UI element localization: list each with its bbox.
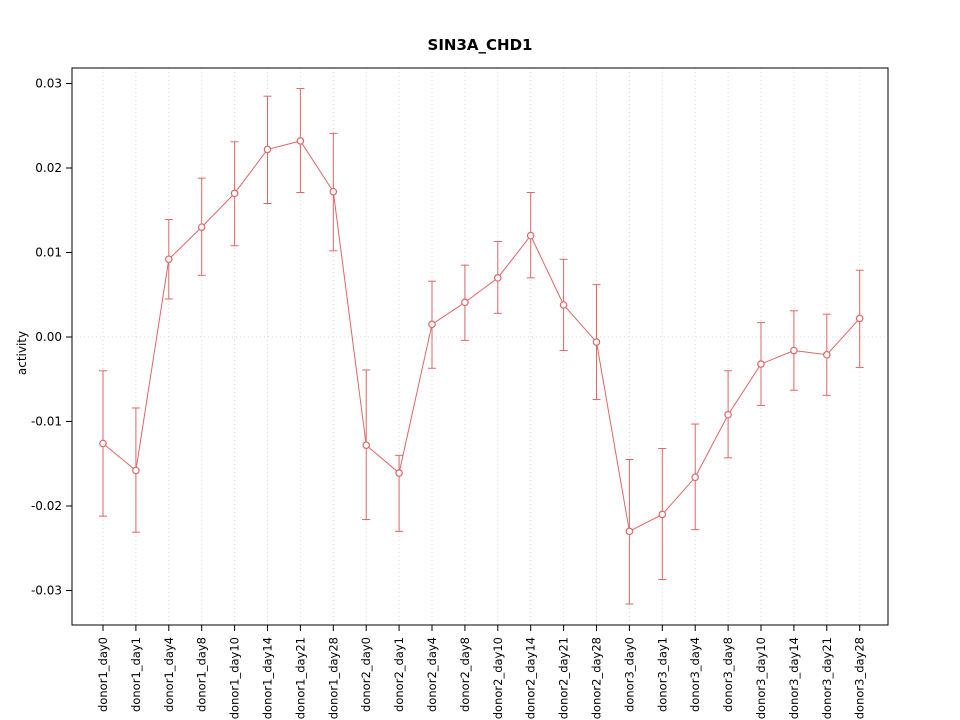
data-point (625, 527, 634, 536)
x-tick-label: donor3_day21 (820, 637, 834, 719)
x-tick-label: donor3_day0 (622, 637, 636, 712)
x-tick-label: donor3_day1 (655, 637, 669, 712)
data-point (658, 510, 667, 519)
data-point (296, 137, 305, 145)
data-point (99, 439, 107, 448)
data-point (592, 338, 601, 346)
data-point (329, 187, 338, 196)
chart-title: SIN3A_CHD1 (427, 36, 533, 54)
y-tick-label: 0.00 (35, 330, 62, 344)
data-point (790, 346, 798, 355)
data-point (559, 301, 568, 309)
data-point (362, 441, 371, 449)
x-tick-label: donor2_day10 (491, 637, 505, 719)
y-tick-label: 0.02 (35, 161, 62, 175)
plot-box (71, 67, 889, 626)
data-point (855, 314, 864, 323)
data-point (526, 231, 535, 240)
x-tick-label: donor1_day8 (195, 637, 209, 712)
x-tick-label: donor2_day21 (557, 637, 571, 719)
data-point (395, 469, 403, 477)
x-tick-label: donor1_day10 (228, 637, 242, 719)
x-tick-label: donor2_day8 (458, 637, 472, 712)
x-tick-label: donor1_day4 (162, 637, 176, 712)
x-tick-label: donor2_day0 (359, 637, 373, 712)
y-tick-label: -0.02 (31, 499, 62, 513)
y-tick-label: -0.01 (31, 415, 62, 429)
y-tick-label: 0.03 (35, 77, 62, 91)
series-line (102, 140, 861, 533)
data-point (132, 466, 140, 475)
x-tick-label: donor1_day21 (293, 637, 307, 719)
x-tick-label: donor3_day8 (721, 637, 735, 712)
x-tick-label: donor1_day14 (261, 637, 275, 719)
x-tick-label: donor3_day4 (688, 637, 702, 712)
x-tick-label: donor1_day28 (326, 637, 340, 719)
data-point (757, 360, 765, 368)
x-tick-label: donor2_day14 (524, 637, 538, 719)
data-point (493, 274, 502, 282)
data-point (822, 350, 831, 359)
x-tick-label: donor3_day10 (754, 637, 768, 719)
y-tick-label: -0.03 (31, 584, 62, 598)
data-point (230, 189, 239, 198)
data-point (263, 145, 272, 154)
data-point (724, 410, 732, 419)
x-tick-label: donor1_day0 (96, 637, 110, 712)
x-tick-label: donor3_day14 (787, 637, 801, 719)
x-tick-label: donor2_day28 (590, 637, 604, 719)
x-tick-label: donor2_day1 (392, 637, 406, 712)
y-tick-label: 0.01 (35, 246, 62, 260)
data-point (197, 223, 206, 231)
data-point (461, 298, 469, 307)
data-point (165, 255, 173, 264)
data-point (428, 320, 436, 329)
x-tick-label: donor3_day28 (853, 637, 867, 719)
x-tick-label: donor2_day4 (425, 637, 439, 712)
x-tick-label: donor1_day1 (129, 637, 143, 712)
data-point (691, 473, 700, 482)
